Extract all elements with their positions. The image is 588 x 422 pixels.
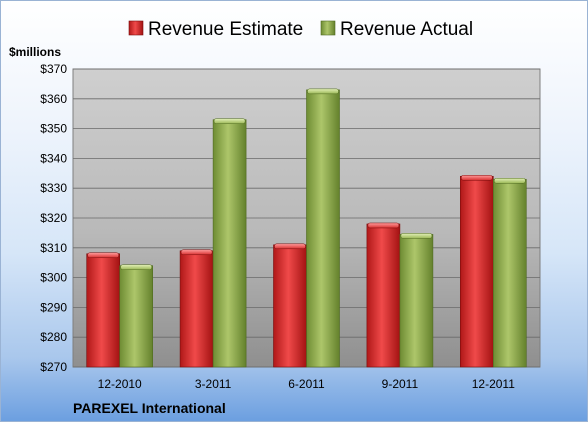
y-tick-label: $310 — [40, 241, 67, 255]
bar-cap — [367, 222, 400, 229]
bar-revenue-estimate — [86, 253, 120, 368]
legend-swatch — [320, 20, 336, 36]
chart-caption: PAREXEL International — [73, 400, 226, 416]
bar-cap — [180, 249, 213, 256]
y-tick-label: $360 — [40, 92, 67, 106]
legend-label: Revenue Estimate — [148, 19, 303, 40]
bar-cap — [494, 178, 526, 184]
legend-swatch — [128, 20, 144, 36]
legend-label: Revenue Actual — [340, 19, 473, 40]
legend: Revenue Estimate Revenue Actual — [128, 19, 473, 40]
y-tick-label: $330 — [40, 181, 67, 195]
y-tick-label: $350 — [40, 122, 67, 136]
x-tick-label: 9-2011 — [382, 377, 419, 391]
y-tick-label: $270 — [40, 360, 67, 374]
y-tick-label: $340 — [40, 151, 67, 165]
bar-cap — [120, 264, 152, 270]
y-tick-label: $280 — [40, 330, 67, 344]
bar-revenue-actual — [212, 119, 247, 368]
bar-revenue-actual — [119, 265, 153, 368]
x-tick-label: 3-2011 — [195, 377, 232, 391]
bar-revenue-estimate — [459, 175, 494, 368]
bar-cap — [400, 233, 433, 239]
bar-revenue-estimate — [366, 223, 401, 368]
bar-revenue-actual — [306, 89, 340, 368]
plot-area: $270 $280 $290 $300 $310 $320 $330 $340 $350 $360… — [40, 62, 541, 391]
bar-cap — [274, 243, 306, 250]
bar-cap — [87, 252, 119, 259]
x-tick-label: 6-2011 — [288, 377, 325, 391]
bar-revenue-estimate — [179, 250, 214, 368]
y-tick-label: $320 — [40, 211, 67, 225]
bar-revenue-actual — [399, 234, 434, 368]
y-axis-label: $millions — [9, 45, 61, 59]
bar-cap — [461, 175, 493, 181]
x-tick-label: 12-2011 — [472, 377, 515, 391]
bar-revenue-estimate — [273, 244, 307, 368]
y-tick-label: $370 — [40, 62, 67, 76]
y-tick-label: $300 — [40, 271, 67, 285]
bar-cap — [307, 88, 339, 95]
bar-revenue-actual — [492, 178, 527, 368]
x-tick-label: 12-2010 — [98, 377, 142, 391]
y-tick-label: $290 — [40, 300, 67, 314]
bar-cap — [213, 118, 246, 124]
